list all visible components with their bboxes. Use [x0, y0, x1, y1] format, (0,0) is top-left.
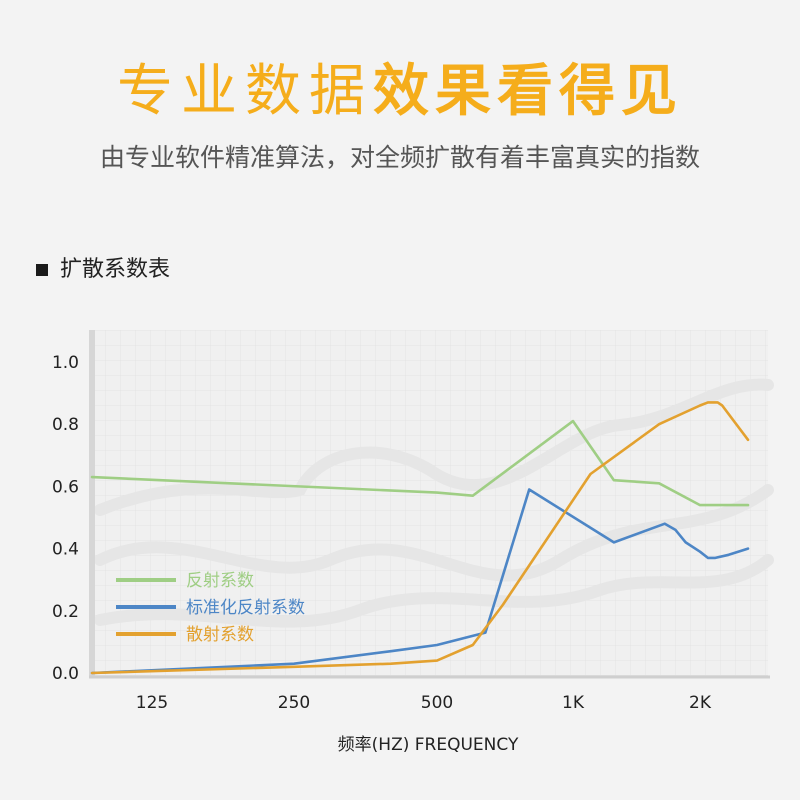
bullet-square-icon [36, 264, 48, 276]
y-tick-label: 0.0 [52, 664, 79, 684]
series-lines [90, 401, 750, 675]
x-tick-label: 2K [689, 693, 712, 713]
y-tick-label: 0.4 [52, 540, 79, 560]
x-tick-label: 500 [421, 693, 453, 713]
series-line-2 [90, 401, 750, 675]
series-line-1 [90, 488, 750, 675]
section-title-text: 扩散系数表 [60, 257, 171, 282]
y-tick-label: 1.0 [52, 353, 79, 373]
legend-label: 标准化反射系数 [186, 598, 305, 618]
x-tick-labels: 125 250 500 1K 2K [136, 693, 712, 713]
y-tick-label: 0.6 [52, 477, 79, 497]
y-tick-label: 0.2 [52, 602, 79, 622]
wave-line [94, 378, 774, 516]
subtitle: 由专业软件精准算法，对全频扩散有着丰富真实的指数 [99, 143, 700, 172]
series-line-0 [90, 419, 750, 507]
y-tick-labels: 0.0 0.2 0.4 0.6 0.8 1.0 [52, 353, 79, 684]
x-tick-label: 125 [136, 693, 168, 713]
y-tick-label: 0.8 [52, 415, 79, 435]
x-tick-label: 250 [278, 693, 310, 713]
x-tick-label: 1K [562, 693, 585, 713]
headline-light: 专业数据 [117, 59, 373, 124]
wave-line [94, 554, 774, 628]
legend-label: 反射系数 [186, 571, 254, 591]
x-axis-label: 频率(HZ) FREQUENCY [338, 735, 519, 755]
headline-bold: 效果看得见 [373, 59, 683, 124]
section-title: 扩散系数表 [36, 254, 170, 286]
legend-label: 散射系数 [186, 625, 254, 645]
headline: 专业数据效果看得见 [0, 52, 800, 132]
